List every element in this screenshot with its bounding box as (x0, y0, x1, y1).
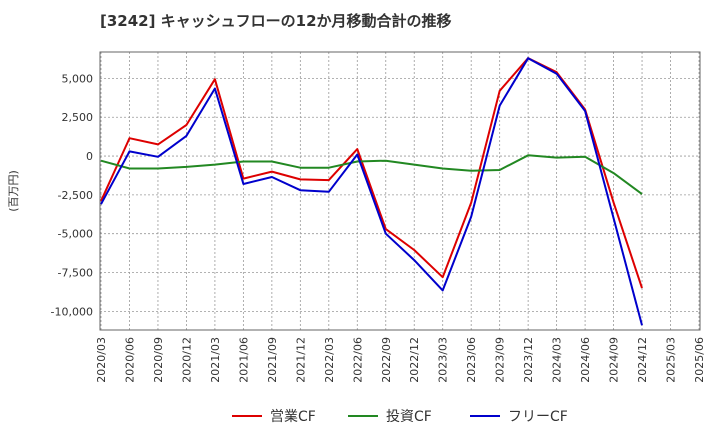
y-tick-label: 2,500 (62, 111, 94, 124)
x-tick-label: 2023/09 (494, 337, 507, 383)
y-tick-label: -5,000 (58, 228, 93, 241)
x-tick-label: 2023/03 (437, 337, 450, 383)
x-tick-label: 2024/06 (579, 337, 592, 383)
series-lines (100, 57, 643, 326)
x-axis-ticks: 2020/03 2020/06 2020/09 2020/12 2021/03 2021/… (95, 337, 706, 383)
y-axis-label: (百万円) (7, 170, 20, 212)
legend-label: 投資CF (386, 409, 432, 425)
y-axis-ticks: 5,000 2,500 0 -2,500 -5,000 -7,500 -10,000 (51, 72, 93, 318)
x-tick-label: 2023/06 (465, 337, 478, 383)
x-tick-label: 2020/12 (180, 337, 193, 383)
x-tick-label: 2022/03 (323, 337, 336, 383)
y-tick-label: -7,500 (58, 267, 93, 280)
x-tick-label: 2024/09 (608, 337, 621, 383)
x-tick-label: 2025/06 (693, 337, 706, 383)
series-line (100, 57, 643, 289)
plot-area (99, 51, 701, 331)
y-tick-label: 0 (86, 150, 93, 163)
x-tick-label: 2021/09 (266, 337, 279, 383)
x-tick-label: 2024/12 (636, 337, 649, 383)
x-tick-label: 2022/12 (408, 337, 421, 383)
legend: 営業CF 投資CF フリーCF (232, 409, 568, 425)
y-tick-label: -2,500 (58, 189, 93, 202)
x-tick-label: 2021/12 (294, 337, 307, 383)
x-tick-label: 2022/09 (380, 337, 393, 383)
x-tick-label: 2021/03 (209, 337, 222, 383)
chart-title: [3242] キャッシュフローの12か月移動合計の推移 (100, 12, 452, 30)
grid (100, 52, 700, 330)
x-tick-label: 2020/03 (95, 337, 108, 383)
series-line (100, 154, 643, 195)
x-tick-label: 2024/03 (551, 337, 564, 383)
x-tick-label: 2025/03 (665, 337, 678, 383)
x-tick-label: 2020/09 (152, 337, 165, 383)
series-line (100, 57, 643, 326)
y-tick-label: 5,000 (62, 72, 94, 85)
x-tick-label: 2020/06 (123, 337, 136, 383)
legend-label: 営業CF (270, 409, 316, 425)
x-tick-label: 2022/06 (351, 337, 364, 383)
y-tick-label: -10,000 (51, 305, 93, 318)
x-tick-label: 2023/12 (522, 337, 535, 383)
x-tick-label: 2021/06 (237, 337, 250, 383)
legend-label: フリーCF (508, 409, 568, 425)
